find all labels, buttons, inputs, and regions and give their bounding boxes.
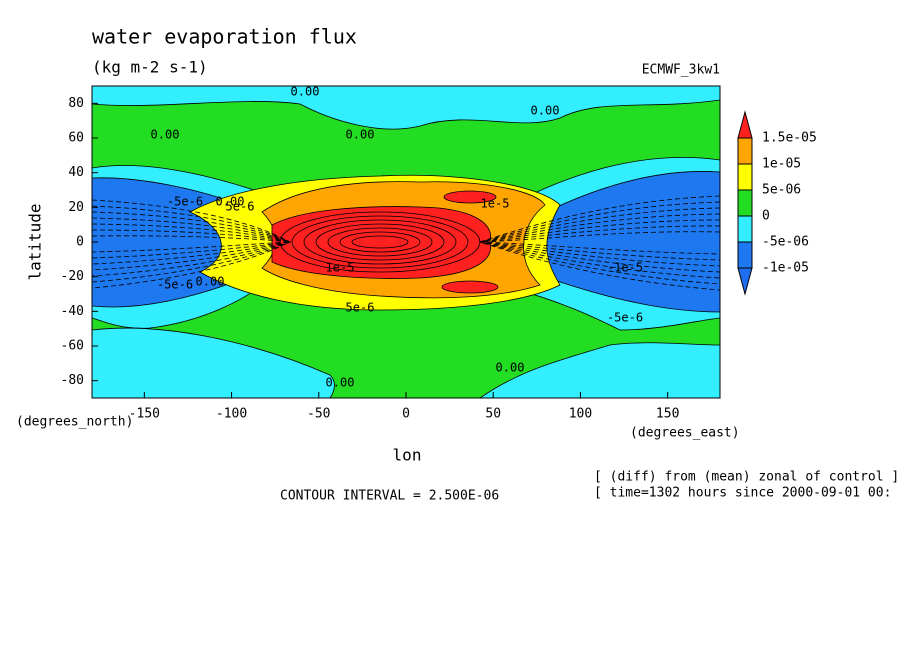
contour-label: 0.00 xyxy=(326,376,355,390)
y-units: (degrees_north) xyxy=(16,415,133,430)
contour-label: 0.00 xyxy=(291,85,320,99)
contour-line xyxy=(478,195,720,291)
x-tick-label: 0 xyxy=(402,407,410,422)
colorbar-label: -5e-06 xyxy=(762,235,809,250)
region xyxy=(443,190,497,204)
contour-label: 5e-6 xyxy=(346,301,375,315)
colorbar-cap xyxy=(737,267,753,296)
contour-line xyxy=(315,223,445,261)
note: [ (diff) from (mean) zonal of control ] xyxy=(594,470,899,485)
x-tick-label: -50 xyxy=(307,407,330,422)
colorbar-label: 1e-05 xyxy=(762,157,801,172)
contour-line xyxy=(92,235,291,253)
dataset: ECMWF_3kw1 xyxy=(642,63,720,78)
colorbar-box xyxy=(737,241,753,269)
y-tick-label: 80 xyxy=(68,96,84,111)
note: [ time=1302 hours since 2000-09-01 00: xyxy=(594,486,891,501)
colorbar-box xyxy=(737,215,753,243)
colorbar-label: -1e-05 xyxy=(762,261,809,276)
contour-line xyxy=(92,223,291,265)
x-tick-label: 50 xyxy=(485,407,501,422)
colorbar-box xyxy=(737,163,753,191)
region xyxy=(441,280,499,294)
contour-field: 0.000.000.00 0.000.000.000.000.005e-65e-6… xyxy=(92,85,720,398)
contour-label: -5e-6 xyxy=(157,278,193,292)
colorbar-box xyxy=(737,137,753,165)
y-tick-label: -20 xyxy=(61,269,84,284)
y-tick-label: 60 xyxy=(68,131,84,146)
colorbar-cap xyxy=(737,110,753,139)
contour-label: 0.00 xyxy=(496,361,525,375)
y-tick-label: 0 xyxy=(76,235,84,250)
contour-interval: CONTOUR INTERVAL = 2.500E-06 xyxy=(280,489,499,504)
colorbar-box xyxy=(737,189,753,217)
contour-label: 1e-5 xyxy=(326,261,355,275)
region xyxy=(92,86,720,130)
contour-line xyxy=(291,215,469,269)
colorbar-label: 1.5e-05 xyxy=(762,131,817,146)
x-tick-label: 150 xyxy=(656,407,679,422)
colorbar-label: 0 xyxy=(762,209,770,224)
contour-label: 5e-6 xyxy=(226,200,255,214)
contour-label: 0.00 xyxy=(531,104,560,118)
contour-line xyxy=(92,229,291,259)
contour-line xyxy=(327,227,433,257)
region xyxy=(92,327,335,398)
y-tick-label: 20 xyxy=(68,200,84,215)
contour-line xyxy=(92,217,292,271)
contour-label: 1e-5 xyxy=(481,197,510,211)
contour-line xyxy=(303,219,457,265)
colorbar-label: 5e-06 xyxy=(762,183,801,198)
x-axis-label: lon xyxy=(393,446,422,465)
y-tick-label: -80 xyxy=(61,373,84,388)
y-tick-label: -40 xyxy=(61,304,84,319)
x-tick-label: -150 xyxy=(129,407,160,422)
contour-label: -5e-6 xyxy=(167,195,203,209)
subtitle: (kg m-2 s-1) xyxy=(92,58,208,77)
y-tick-label: 40 xyxy=(68,165,84,180)
title: water evaporation flux xyxy=(92,25,357,49)
y-axis-label: latitude xyxy=(26,203,45,280)
contour-line xyxy=(351,235,409,249)
x-units: (degrees_east) xyxy=(630,426,740,441)
contour-label: 0.00 xyxy=(196,275,225,289)
x-tick-label: -100 xyxy=(216,407,247,422)
contour-label: -1e-5 xyxy=(607,261,643,275)
contour-label: -5e-6 xyxy=(607,311,643,325)
y-tick-label: -60 xyxy=(61,339,84,354)
contour-label: 0.00 xyxy=(151,128,180,142)
contour-line xyxy=(339,231,421,253)
x-tick-label: 100 xyxy=(569,407,592,422)
contour-label: 0.00 xyxy=(216,195,245,209)
contour-label: 0.00 xyxy=(346,128,375,142)
contour-line xyxy=(479,231,720,255)
region xyxy=(479,342,720,398)
